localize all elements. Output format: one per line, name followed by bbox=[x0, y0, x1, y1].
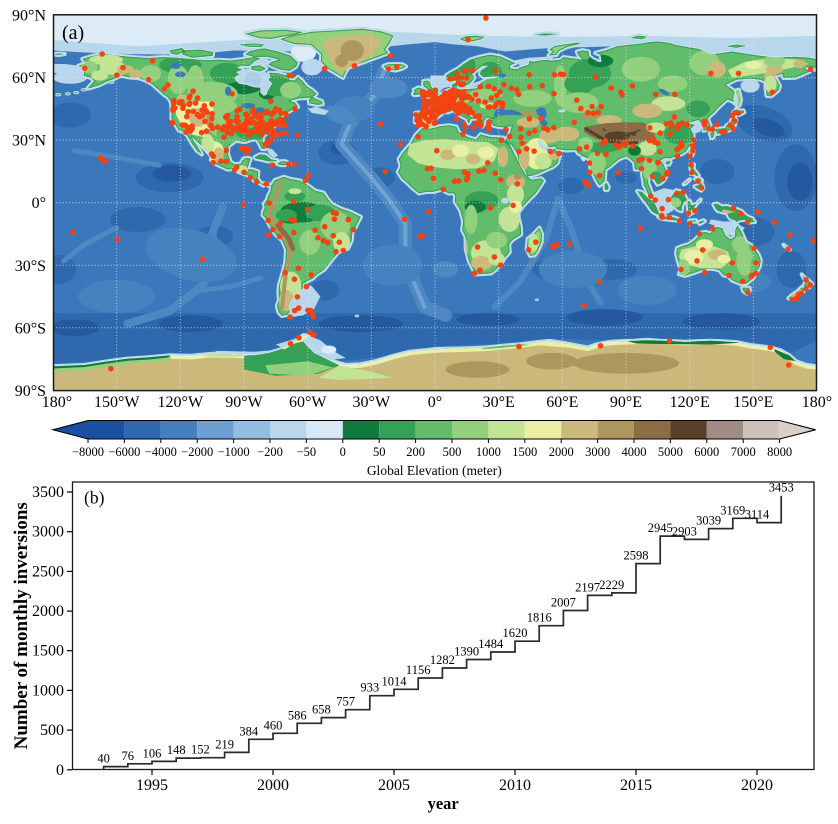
svg-text:1484: 1484 bbox=[478, 637, 504, 651]
svg-text:150°W: 150°W bbox=[94, 394, 140, 411]
svg-text:0°: 0° bbox=[32, 195, 46, 212]
svg-text:−8000: −8000 bbox=[72, 445, 104, 459]
svg-text:1282: 1282 bbox=[430, 653, 455, 667]
svg-text:30°N: 30°N bbox=[12, 133, 46, 150]
svg-text:30°E: 30°E bbox=[483, 394, 515, 411]
svg-text:−4000: −4000 bbox=[145, 445, 177, 459]
svg-text:60°N: 60°N bbox=[12, 70, 46, 87]
svg-text:Number of monthly inversions: Number of monthly inversions bbox=[11, 502, 32, 749]
svg-text:90°E: 90°E bbox=[610, 394, 642, 411]
svg-text:0: 0 bbox=[56, 762, 64, 779]
svg-text:3000: 3000 bbox=[585, 445, 610, 459]
svg-text:3169: 3169 bbox=[720, 503, 745, 517]
svg-text:(b): (b) bbox=[84, 488, 105, 508]
svg-text:50: 50 bbox=[373, 445, 386, 459]
svg-text:30°S: 30°S bbox=[15, 258, 46, 275]
svg-text:2010: 2010 bbox=[499, 777, 531, 794]
svg-text:150°E: 150°E bbox=[733, 394, 773, 411]
svg-text:586: 586 bbox=[288, 708, 307, 722]
svg-text:60°W: 60°W bbox=[289, 394, 327, 411]
svg-text:384: 384 bbox=[239, 724, 259, 738]
svg-text:2598: 2598 bbox=[624, 549, 649, 563]
svg-text:1000: 1000 bbox=[32, 682, 64, 699]
svg-text:757: 757 bbox=[336, 695, 355, 709]
svg-text:120°E: 120°E bbox=[670, 394, 710, 411]
svg-text:3453: 3453 bbox=[769, 481, 794, 495]
svg-text:3000: 3000 bbox=[32, 524, 64, 541]
svg-text:90°N: 90°N bbox=[12, 8, 46, 25]
svg-text:1995: 1995 bbox=[136, 777, 168, 794]
svg-text:7000: 7000 bbox=[731, 445, 756, 459]
svg-text:90°W: 90°W bbox=[225, 394, 263, 411]
svg-text:2500: 2500 bbox=[32, 563, 64, 580]
svg-text:4000: 4000 bbox=[622, 445, 647, 459]
svg-text:60°S: 60°S bbox=[15, 320, 46, 337]
svg-text:2020: 2020 bbox=[741, 777, 773, 794]
svg-text:180°: 180° bbox=[42, 394, 72, 411]
svg-text:−6000: −6000 bbox=[108, 445, 140, 459]
svg-text:−2000: −2000 bbox=[181, 445, 213, 459]
svg-text:0: 0 bbox=[340, 445, 346, 459]
svg-text:−1000: −1000 bbox=[218, 445, 250, 459]
svg-text:90°S: 90°S bbox=[15, 383, 46, 400]
svg-text:40: 40 bbox=[97, 752, 110, 766]
svg-text:2903: 2903 bbox=[672, 524, 697, 538]
svg-text:2000: 2000 bbox=[257, 777, 289, 794]
svg-text:1014: 1014 bbox=[382, 674, 408, 688]
svg-text:500: 500 bbox=[40, 722, 64, 739]
svg-text:30°W: 30°W bbox=[353, 394, 391, 411]
svg-text:1816: 1816 bbox=[527, 611, 552, 625]
svg-text:2007: 2007 bbox=[551, 596, 576, 610]
svg-text:2945: 2945 bbox=[648, 521, 673, 535]
svg-text:Global Elevation (meter): Global Elevation (meter) bbox=[367, 463, 502, 478]
svg-text:5000: 5000 bbox=[658, 445, 683, 459]
svg-text:3114: 3114 bbox=[745, 508, 770, 522]
svg-text:1000: 1000 bbox=[476, 445, 501, 459]
svg-text:−50: −50 bbox=[297, 445, 317, 459]
svg-text:148: 148 bbox=[167, 743, 186, 757]
svg-text:year: year bbox=[428, 794, 459, 813]
svg-text:(a): (a) bbox=[62, 22, 84, 44]
svg-text:933: 933 bbox=[360, 681, 379, 695]
svg-text:6000: 6000 bbox=[694, 445, 719, 459]
svg-text:500: 500 bbox=[443, 445, 462, 459]
svg-text:60°E: 60°E bbox=[546, 394, 578, 411]
svg-text:2000: 2000 bbox=[549, 445, 574, 459]
svg-text:8000: 8000 bbox=[767, 445, 792, 459]
svg-text:120°W: 120°W bbox=[158, 394, 204, 411]
svg-text:−200: −200 bbox=[257, 445, 283, 459]
svg-text:106: 106 bbox=[143, 746, 162, 760]
svg-text:1390: 1390 bbox=[454, 645, 479, 659]
svg-text:2015: 2015 bbox=[620, 777, 652, 794]
svg-text:1500: 1500 bbox=[32, 643, 64, 660]
svg-text:0°: 0° bbox=[428, 394, 442, 411]
svg-text:1620: 1620 bbox=[503, 626, 528, 640]
svg-text:3500: 3500 bbox=[32, 484, 64, 501]
svg-text:1500: 1500 bbox=[512, 445, 537, 459]
svg-text:200: 200 bbox=[406, 445, 425, 459]
svg-text:2229: 2229 bbox=[599, 578, 624, 592]
svg-text:460: 460 bbox=[264, 718, 283, 732]
svg-text:219: 219 bbox=[215, 737, 234, 751]
svg-text:2005: 2005 bbox=[378, 777, 410, 794]
svg-text:76: 76 bbox=[122, 749, 135, 763]
svg-text:2197: 2197 bbox=[575, 580, 600, 594]
svg-text:152: 152 bbox=[191, 743, 210, 757]
svg-text:1156: 1156 bbox=[406, 663, 431, 677]
svg-text:658: 658 bbox=[312, 703, 331, 717]
svg-text:2000: 2000 bbox=[32, 603, 64, 620]
svg-text:180°: 180° bbox=[802, 394, 832, 411]
svg-text:3039: 3039 bbox=[696, 514, 721, 528]
